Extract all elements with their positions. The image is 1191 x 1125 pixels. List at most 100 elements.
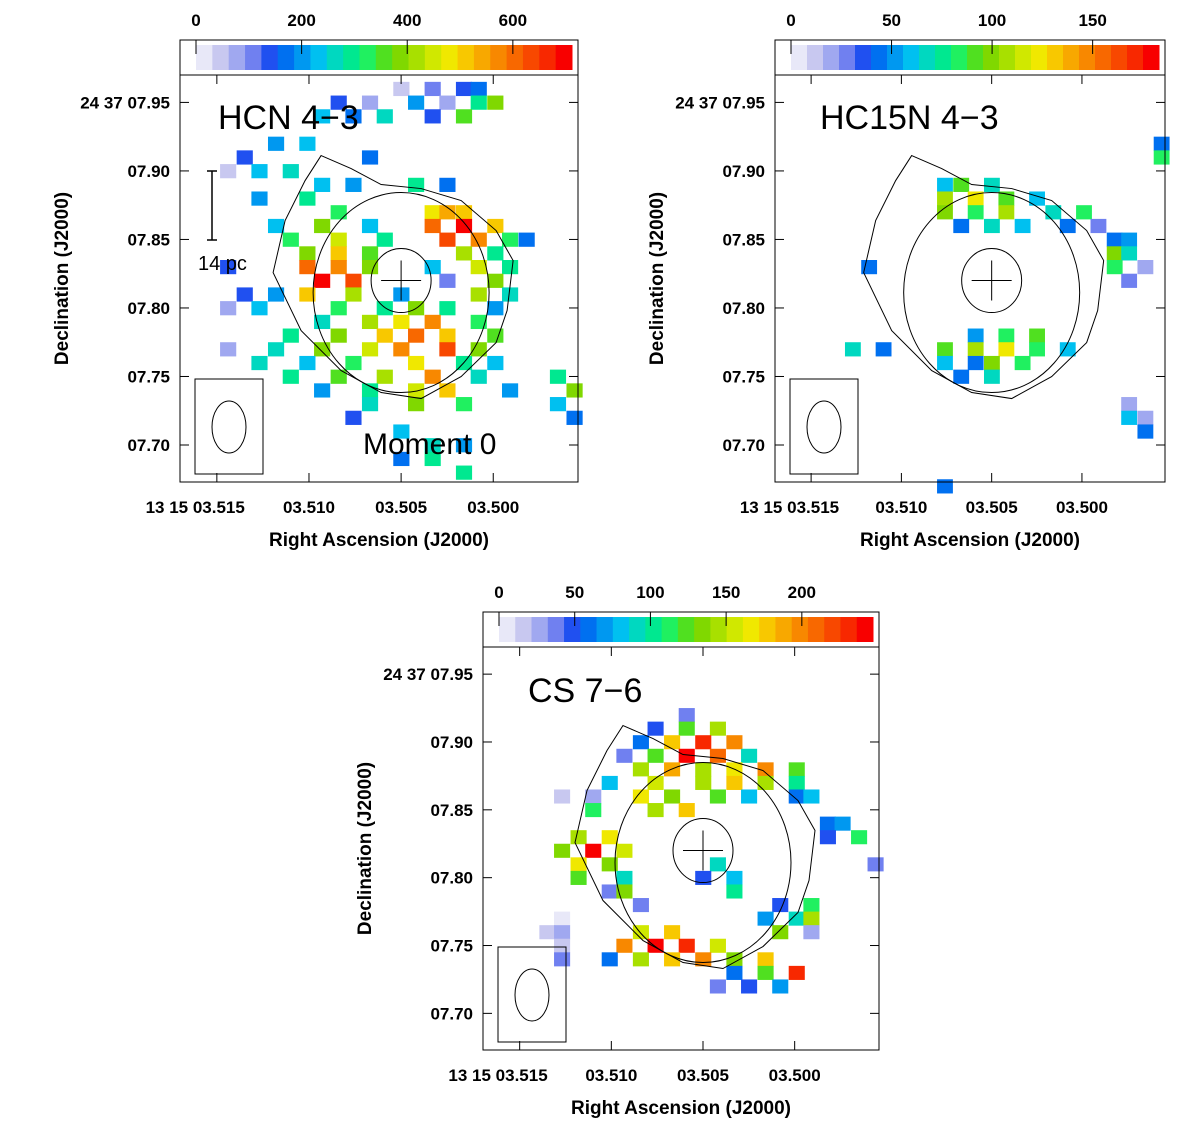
colorbar-cell — [392, 45, 410, 70]
pixel — [998, 205, 1015, 220]
pixel — [983, 355, 1000, 371]
pixel — [937, 355, 953, 371]
colorbar-cell — [245, 45, 262, 70]
pixel — [393, 424, 410, 439]
pixel — [554, 925, 571, 940]
pixel — [439, 328, 456, 343]
pixel — [424, 205, 441, 220]
pixel — [314, 109, 331, 124]
pixel — [361, 342, 379, 357]
pixel — [741, 748, 758, 763]
y-tick-label: 07.70 — [127, 436, 170, 455]
pixel — [376, 109, 393, 124]
x-tick-label: 03.510 — [875, 498, 927, 517]
colorbar-cell — [375, 45, 393, 70]
pixel — [251, 164, 268, 179]
colorbar-cell — [919, 45, 936, 70]
pixel — [267, 218, 285, 234]
pixel — [424, 451, 441, 467]
y-tick-label: 07.80 — [430, 869, 473, 888]
pixel — [998, 328, 1015, 343]
x-tick-label: 13 15 03.515 — [740, 498, 839, 517]
pixel — [861, 260, 878, 275]
colorbar-cell — [612, 617, 630, 642]
pixel — [757, 952, 774, 967]
pixel — [361, 218, 379, 234]
pixel — [330, 301, 347, 316]
y-tick-label: 07.85 — [127, 230, 170, 249]
pixel — [487, 218, 504, 234]
y-tick-label: 07.75 — [430, 937, 473, 956]
colorbar-cell — [775, 617, 793, 642]
pixel — [757, 762, 774, 777]
x-tick-label: 03.500 — [467, 498, 519, 517]
contour — [614, 762, 792, 964]
pixel — [983, 177, 1000, 192]
pixel — [967, 342, 984, 357]
pixel — [220, 342, 237, 357]
pixel — [967, 205, 984, 220]
pixel — [709, 857, 726, 872]
colorbar-cell — [742, 617, 760, 642]
pixel — [554, 938, 571, 953]
pixel — [501, 232, 519, 247]
pixel — [439, 342, 456, 357]
pixel — [601, 830, 618, 845]
pixel — [376, 232, 393, 247]
colorbar-cell — [277, 45, 295, 70]
beam — [806, 400, 842, 454]
pixel — [393, 314, 410, 330]
colorbar-cell — [457, 45, 475, 70]
colorbar-tick-label: 100 — [636, 583, 664, 602]
pixel — [726, 775, 743, 790]
pixel — [803, 789, 820, 804]
y-tick-label: 07.75 — [722, 367, 765, 386]
pixel — [236, 287, 253, 302]
pixel — [788, 911, 805, 926]
pixel — [220, 260, 237, 275]
pixel — [709, 938, 726, 953]
pixel — [236, 150, 253, 165]
colorbar-tick-label: 50 — [565, 583, 584, 602]
contour — [312, 192, 490, 394]
colorbar-tick-label: 0 — [494, 583, 503, 602]
pixel — [709, 748, 726, 763]
pixel — [1137, 260, 1154, 275]
pixel — [455, 397, 473, 412]
colorbar-cell — [473, 45, 491, 70]
colorbar-cell — [1111, 45, 1128, 70]
pixel — [632, 952, 649, 967]
pixel — [487, 95, 504, 110]
pixel — [408, 95, 425, 110]
colorbar-cell — [212, 45, 230, 70]
pixel — [678, 803, 695, 818]
pixel — [554, 911, 571, 926]
pixel — [601, 857, 618, 872]
colorbar-cell — [343, 45, 360, 70]
colorbar-frame — [774, 39, 1166, 76]
pixel — [585, 803, 602, 818]
x-tick-label: 03.500 — [769, 1066, 821, 1085]
pixel — [455, 205, 473, 220]
panel-title: HC15N 4−3 — [820, 99, 999, 137]
pixel — [726, 870, 743, 885]
y-axis-label: Declination (J2000) — [52, 192, 73, 365]
pixel — [314, 383, 331, 398]
pixel — [664, 735, 681, 750]
pixel — [267, 342, 285, 357]
pixel — [549, 369, 567, 384]
pixel — [772, 979, 789, 994]
pixel — [455, 438, 473, 453]
colorbar-cell — [326, 45, 344, 70]
pixel — [487, 355, 504, 371]
pixel — [1076, 205, 1092, 220]
pixel — [439, 177, 456, 192]
colorbar-cell — [1127, 45, 1144, 70]
annotation: Moment 0 — [363, 428, 496, 461]
pixel — [647, 775, 664, 790]
colorbar-cell — [903, 45, 920, 70]
pixel — [726, 884, 743, 899]
pixel — [664, 789, 681, 804]
colorbar-cell — [887, 45, 904, 70]
pixel — [330, 260, 347, 275]
